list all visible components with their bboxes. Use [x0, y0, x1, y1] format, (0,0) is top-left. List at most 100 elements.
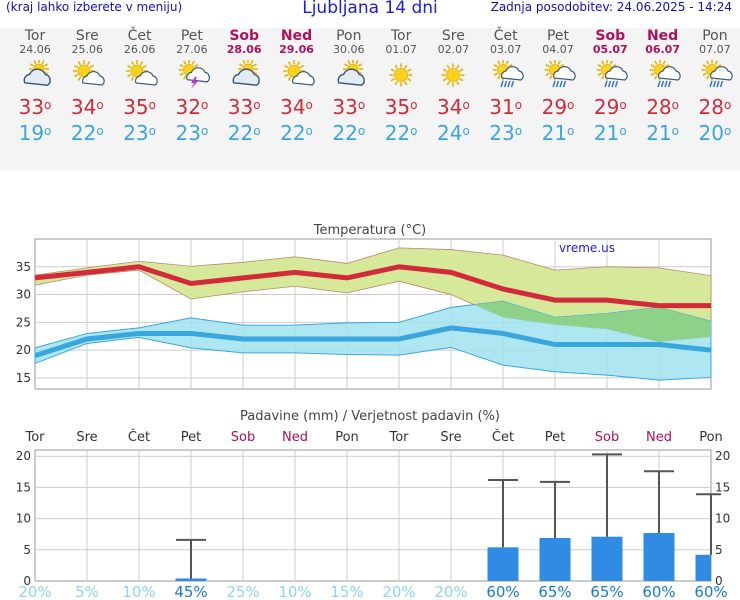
max-temperature: 33o: [227, 95, 261, 119]
day-name: Sre: [441, 28, 465, 44]
degree-symbol: o: [567, 98, 575, 112]
page-title: Ljubljana 14 dni: [302, 0, 438, 18]
degree-symbol: o: [514, 124, 523, 138]
day-date: 30.06: [333, 43, 365, 56]
location-menu-hint[interactable]: (kraj lahko izberete v meniju): [6, 0, 183, 14]
precipitation-bar: [539, 537, 571, 581]
min-temperature: 20o: [698, 121, 732, 145]
precipitation-bar: [487, 547, 519, 581]
degree-symbol: o: [200, 98, 209, 112]
y-tick-label-right: 15: [715, 480, 730, 494]
y-tick-label-right: 0: [715, 574, 723, 588]
max-temperature: 33o: [332, 95, 366, 119]
min-temperature: 23o: [489, 121, 523, 145]
day-name: Čet: [127, 28, 152, 44]
day-name: Sob: [595, 28, 626, 44]
day-column: Pet 04.07 29o 21o: [532, 28, 584, 144]
y-tick-label-right: 20: [715, 449, 730, 463]
degree-symbol: o: [410, 98, 418, 112]
day-name: Sob: [229, 28, 260, 44]
precipitation-probability: 20%: [18, 583, 51, 600]
min-temperature: 21o: [646, 121, 679, 145]
day-name: Pon: [702, 28, 728, 44]
sun-rain-icon: [492, 60, 524, 88]
sun-cloud-icon: [282, 60, 315, 86]
min-temperature: 22o: [70, 121, 104, 145]
precipitation-probability: 65%: [590, 583, 623, 600]
day-date: 26.06: [123, 43, 156, 56]
forecast-charts: Temperatura (°C) 15 20 25 30 35 vreme.us Padavi…: [16, 223, 731, 600]
day-name: Pet: [180, 28, 203, 44]
day-name: Čet: [493, 28, 518, 44]
precipitation-probability: 60%: [642, 583, 675, 600]
max-temperature: 34o: [70, 95, 104, 119]
sun-rain-icon: [596, 60, 628, 88]
day-name: Pet: [546, 28, 570, 44]
degree-symbol: o: [148, 98, 156, 112]
x-tick-label: Sre: [76, 430, 97, 445]
min-temperature: 21o: [593, 121, 627, 145]
y-tick-label: 25: [16, 315, 31, 329]
y-tick-label: 5: [23, 543, 31, 557]
min-temperature: 22o: [227, 121, 261, 145]
x-tick-label: Sre: [440, 430, 461, 445]
day-date: 06.07: [645, 43, 680, 56]
precipitation-probability: 10%: [122, 583, 155, 600]
min-temperature: 24o: [436, 121, 470, 145]
max-temperature: 28o: [646, 95, 679, 119]
temperature-chart-title: Temperatura (°C): [313, 223, 426, 238]
daily-forecast-strip: Tor 24.06 33o 19o Sre 25.06 34o 22o Čet 26.06 35o 2…: [0, 28, 740, 170]
y-tick-label: 20: [16, 343, 31, 357]
sun-icon: [441, 63, 465, 87]
day-date: 03.07: [489, 43, 522, 56]
day-column: Pon 07.07 28o 20o: [689, 28, 740, 144]
degree-symbol: o: [723, 98, 732, 112]
precipitation-probability: 5%: [75, 583, 99, 600]
degree-symbol: o: [253, 124, 261, 138]
day-column: Sob 28.06 33o 22o: [218, 28, 270, 144]
degree-symbol: o: [671, 124, 679, 138]
day-date: 02.07: [437, 43, 470, 56]
day-column: Čet 26.06 35o 23o: [114, 28, 166, 144]
y-tick-label: 10: [16, 512, 31, 526]
x-tick-label: Pon: [335, 430, 359, 445]
partly-cloudy-icon: [232, 60, 261, 86]
min-temperature: 23o: [123, 121, 156, 145]
max-temperature: 34o: [436, 95, 470, 119]
max-temperature: 33o: [18, 95, 52, 119]
y-tick-label: 35: [16, 260, 31, 274]
day-date: 28.06: [226, 43, 262, 56]
day-name: Tor: [24, 28, 46, 44]
x-tick-label: Pet: [545, 430, 565, 445]
sun-cloud-icon: [73, 60, 105, 86]
precipitation-probability: 45%: [174, 583, 207, 600]
x-tick-label: Pon: [699, 430, 723, 445]
sun-rain-icon: [701, 60, 733, 88]
max-temperature-line: [34, 264, 711, 309]
degree-symbol: o: [357, 98, 366, 112]
y-tick-label: 30: [16, 288, 31, 302]
y-tick-label: 0: [23, 574, 31, 588]
day-column: Ned 06.07 28o 21o: [637, 28, 689, 144]
degree-symbol: o: [723, 124, 732, 138]
degree-symbol: o: [619, 98, 627, 112]
degree-symbol: o: [619, 124, 627, 138]
precipitation-probability: 20%: [434, 583, 467, 600]
degree-symbol: o: [305, 98, 313, 112]
min-temperature: 22o: [384, 121, 418, 145]
day-column: Pon 30.06 33o 22o: [323, 28, 375, 144]
min-temperature: 22o: [280, 121, 313, 145]
day-name: Tor: [390, 28, 412, 44]
precipitation-bar: [175, 578, 207, 581]
max-temperature: 31o: [489, 95, 523, 119]
max-temperature: 35o: [384, 95, 418, 119]
degree-symbol: o: [44, 124, 52, 138]
precipitation-bar: [643, 532, 675, 581]
day-date: 04.07: [542, 43, 574, 56]
x-tick-label: Sob: [595, 430, 619, 445]
y-tick-label: 20: [16, 449, 31, 463]
precipitation-probability: 60%: [486, 583, 519, 600]
degree-symbol: o: [96, 98, 104, 112]
precipitation-probability: 10%: [278, 583, 311, 600]
max-temperature: 28o: [698, 95, 732, 119]
